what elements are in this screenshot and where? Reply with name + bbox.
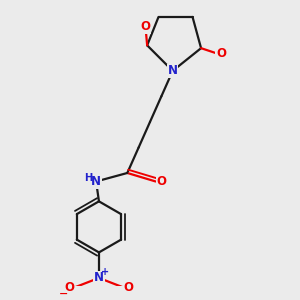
Text: O: O: [141, 20, 151, 33]
Text: N: N: [91, 175, 101, 188]
Text: N: N: [94, 272, 104, 284]
Text: H: H: [84, 173, 92, 183]
Text: O: O: [124, 281, 134, 294]
Text: O: O: [156, 175, 166, 188]
Text: N: N: [168, 64, 178, 77]
Text: O: O: [64, 281, 74, 294]
Text: −: −: [59, 289, 68, 298]
Text: O: O: [216, 47, 226, 60]
Text: +: +: [101, 267, 109, 277]
